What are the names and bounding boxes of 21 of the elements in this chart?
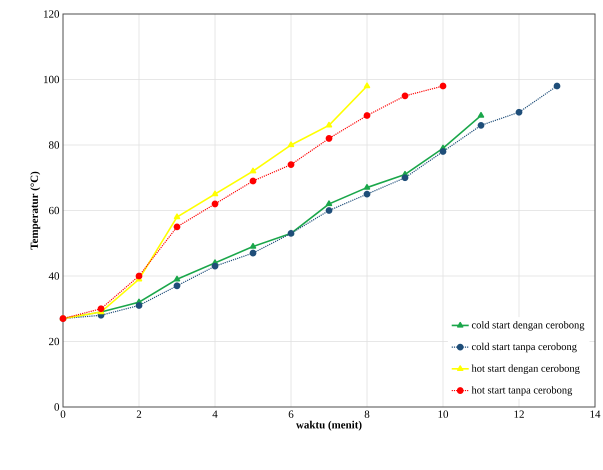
x-tick-label: 2 [136,410,142,418]
legend-label: cold start tanpa cerobong [472,342,577,352]
legend-label: cold start dengan cerobong [472,321,584,331]
y-tick-label: 40 [48,272,60,280]
x-tick-label: 10 [438,410,448,418]
x-tick-label: 6 [288,410,294,418]
legend-label: hot start tanpa cerobong [472,386,572,396]
y-axis-title: Temperatur (°C) [30,172,40,250]
y-tick-label: 100 [44,76,60,84]
y-tick-label: 60 [49,206,60,214]
x-axis-title: waktu (menit) [296,420,362,431]
y-tick-label: 120 [44,10,60,18]
y-tick-label: 80 [48,141,60,149]
y-tick-label: 20 [49,338,60,346]
x-tick-label: 8 [364,410,370,418]
x-tick-label: 14 [590,410,600,418]
legend-label: hot start dengan cerobong [472,364,580,374]
x-tick-label: 4 [212,410,218,418]
x-tick-label: 12 [514,410,524,418]
x-tick-label: 0 [60,410,66,418]
y-tick-label: 0 [54,403,60,411]
